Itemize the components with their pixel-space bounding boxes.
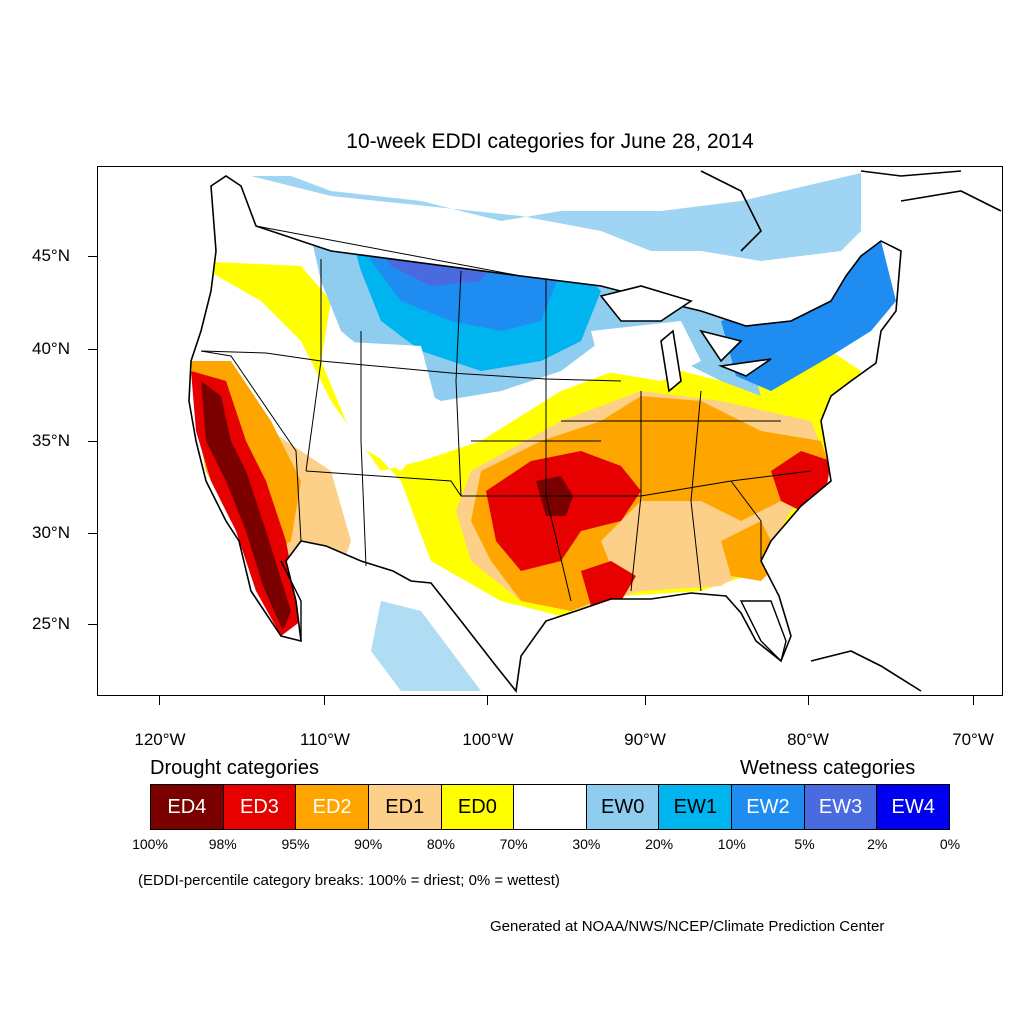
us-outline [188,175,902,693]
lon-label-70: 70°W [952,730,994,749]
conus-map [188,170,1002,693]
lat-label-35: 35°N [32,431,70,450]
legend-break-label: 90% [354,836,383,852]
lat-tick [88,624,97,625]
cuba-outline [810,650,922,692]
canada-ew-field [251,173,861,261]
drought-heading: Drought categories [150,757,319,779]
florida-outline [739,600,787,663]
lat-tick [88,256,97,257]
northeast-ew1-field [721,241,896,391]
lat-tick [88,441,97,442]
legend-swatch-ed3: ED3 [223,785,297,829]
great-lakes-outline [599,285,772,393]
mexico-ew-field [371,601,481,691]
lon-tick [973,696,974,705]
legend-break-label: 100% [132,836,168,852]
legend-break-label: 10% [717,836,746,852]
lon-label-100: 100°W [462,730,514,749]
legend-break-label: 95% [281,836,310,852]
lon-tick [808,696,809,705]
legend-swatch-ed0: ED0 [441,785,515,829]
legend-break-label: 70% [499,836,528,852]
lon-label-120: 120°W [134,730,186,749]
lon-tick [324,696,325,705]
west-coast-ed4-field [201,381,291,631]
lat-label-45: 45°N [32,246,70,265]
lon-tick [645,696,646,705]
lon-tick [487,696,488,705]
legend-break-label: 98% [208,836,237,852]
lat-tick [88,349,97,350]
lat-tick [88,533,97,534]
map-title: 10-week EDDI categories for June 28, 201… [346,130,754,153]
lat-label-30: 30°N [32,523,70,542]
legend-swatch-ew1: EW1 [659,785,733,829]
lon-label-110: 110°W [300,730,350,749]
lon-label-80: 80°W [787,730,829,749]
legend-break-label: 30% [572,836,601,852]
wetness-heading: Wetness categories [740,757,916,779]
legend-swatch-ed4: ED4 [151,785,224,829]
legend-break-label: 20% [645,836,674,852]
legend-swatch-neutral [514,785,587,829]
rockies-white-field [331,341,441,471]
dakota-ew4-field [406,209,471,261]
legend-swatch-ew4: EW4 [877,785,950,829]
legend-break-label: 0% [939,836,961,852]
category-legend-bar: ED4 ED3 ED2 ED1 ED0 EW0 EW1 EW2 EW3 EW4 [150,784,950,830]
baja-outline [280,560,302,641]
legend-swatch-ew3: EW3 [804,785,878,829]
legend-break-label: 2% [867,836,888,852]
credit-line: Generated at NOAA/NWS/NCEP/Climate Predi… [490,918,885,935]
legend-break-label: 80% [426,836,455,852]
legend-swatch-ew2: EW2 [732,785,805,829]
legend-swatch-ew0: EW0 [586,785,660,829]
footnote: (EDDI-percentile category breaks: 100% =… [138,872,560,889]
lat-label-25: 25°N [32,614,70,633]
lon-tick [159,696,160,705]
lat-label-40: 40°N [32,339,70,358]
map-panel [97,166,1003,696]
legend-swatch-ed2: ED2 [296,785,369,829]
legend-break-label: 5% [794,836,815,852]
canada-coast [700,170,1002,252]
lower-mississippi-ed3-field [581,561,636,606]
lon-label-90: 90°W [624,730,666,749]
legend-swatch-ed1: ED1 [368,785,442,829]
